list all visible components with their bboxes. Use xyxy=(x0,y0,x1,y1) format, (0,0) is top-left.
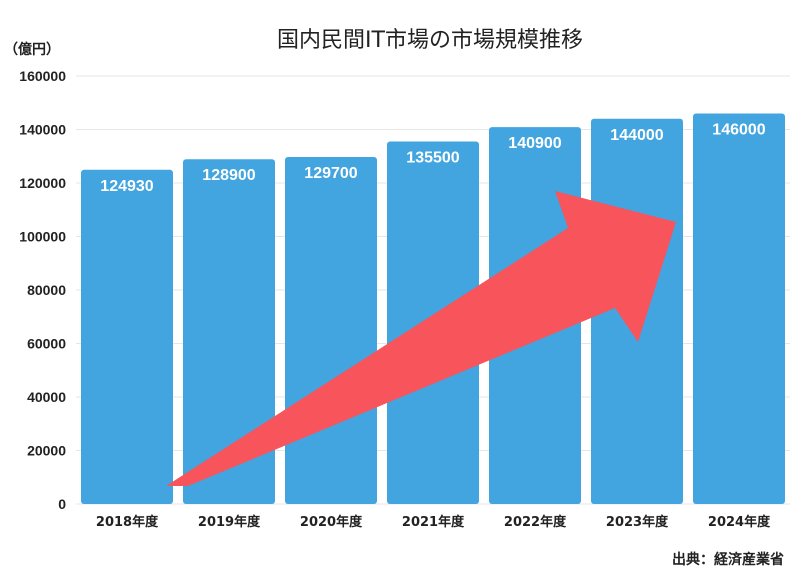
bars: 124930 128900 129700 135500 140900 144000 1460… xyxy=(81,113,785,505)
y-axis-unit-label: （億円） xyxy=(4,41,60,58)
y-tick-label: 160000 xyxy=(19,68,66,84)
y-axis-ticks: 0 20000 40000 60000 80000 100000 120000 140000 1… xyxy=(19,68,66,512)
bar-data-label: 146000 xyxy=(712,121,765,138)
y-tick-label: 60000 xyxy=(27,336,66,352)
y-tick-label: 20000 xyxy=(27,443,66,459)
y-tick-label: 100000 xyxy=(19,229,66,245)
source-note: 出典：経済産業省 xyxy=(672,551,784,568)
bar-data-label: 144000 xyxy=(610,127,663,144)
bar-data-label: 124930 xyxy=(100,178,153,195)
bar xyxy=(693,113,785,504)
x-tick-label: 2024年度 xyxy=(708,514,771,530)
y-tick-label: 40000 xyxy=(27,389,66,405)
x-tick-label: 2018年度 xyxy=(96,514,159,530)
trend-arrow xyxy=(166,191,676,486)
bar xyxy=(285,157,377,505)
x-tick-label: 2022年度 xyxy=(504,514,567,530)
x-tick-label: 2019年度 xyxy=(198,514,261,530)
bar-data-label: 129700 xyxy=(304,165,357,182)
bar-data-label: 135500 xyxy=(406,150,459,167)
y-tick-label: 140000 xyxy=(19,122,66,138)
chart-title: 国内民間IT市場の市場規模推移 xyxy=(277,28,583,53)
x-tick-label: 2020年度 xyxy=(300,514,363,530)
x-tick-label: 2021年度 xyxy=(402,514,465,530)
bar-data-label: 128900 xyxy=(202,167,255,184)
y-tick-label: 0 xyxy=(58,496,66,512)
trend-arrow-layer xyxy=(166,191,676,486)
x-tick-label: 2023年度 xyxy=(606,514,669,530)
y-tick-label: 120000 xyxy=(19,175,66,191)
bar-data-label: 140900 xyxy=(508,135,561,152)
bar xyxy=(183,159,275,504)
y-tick-label: 80000 xyxy=(27,282,66,298)
bar xyxy=(81,169,173,504)
x-axis-ticks: 2018年度 2019年度 2020年度 2021年度 2022年度 2023年度 2024… xyxy=(96,514,771,530)
